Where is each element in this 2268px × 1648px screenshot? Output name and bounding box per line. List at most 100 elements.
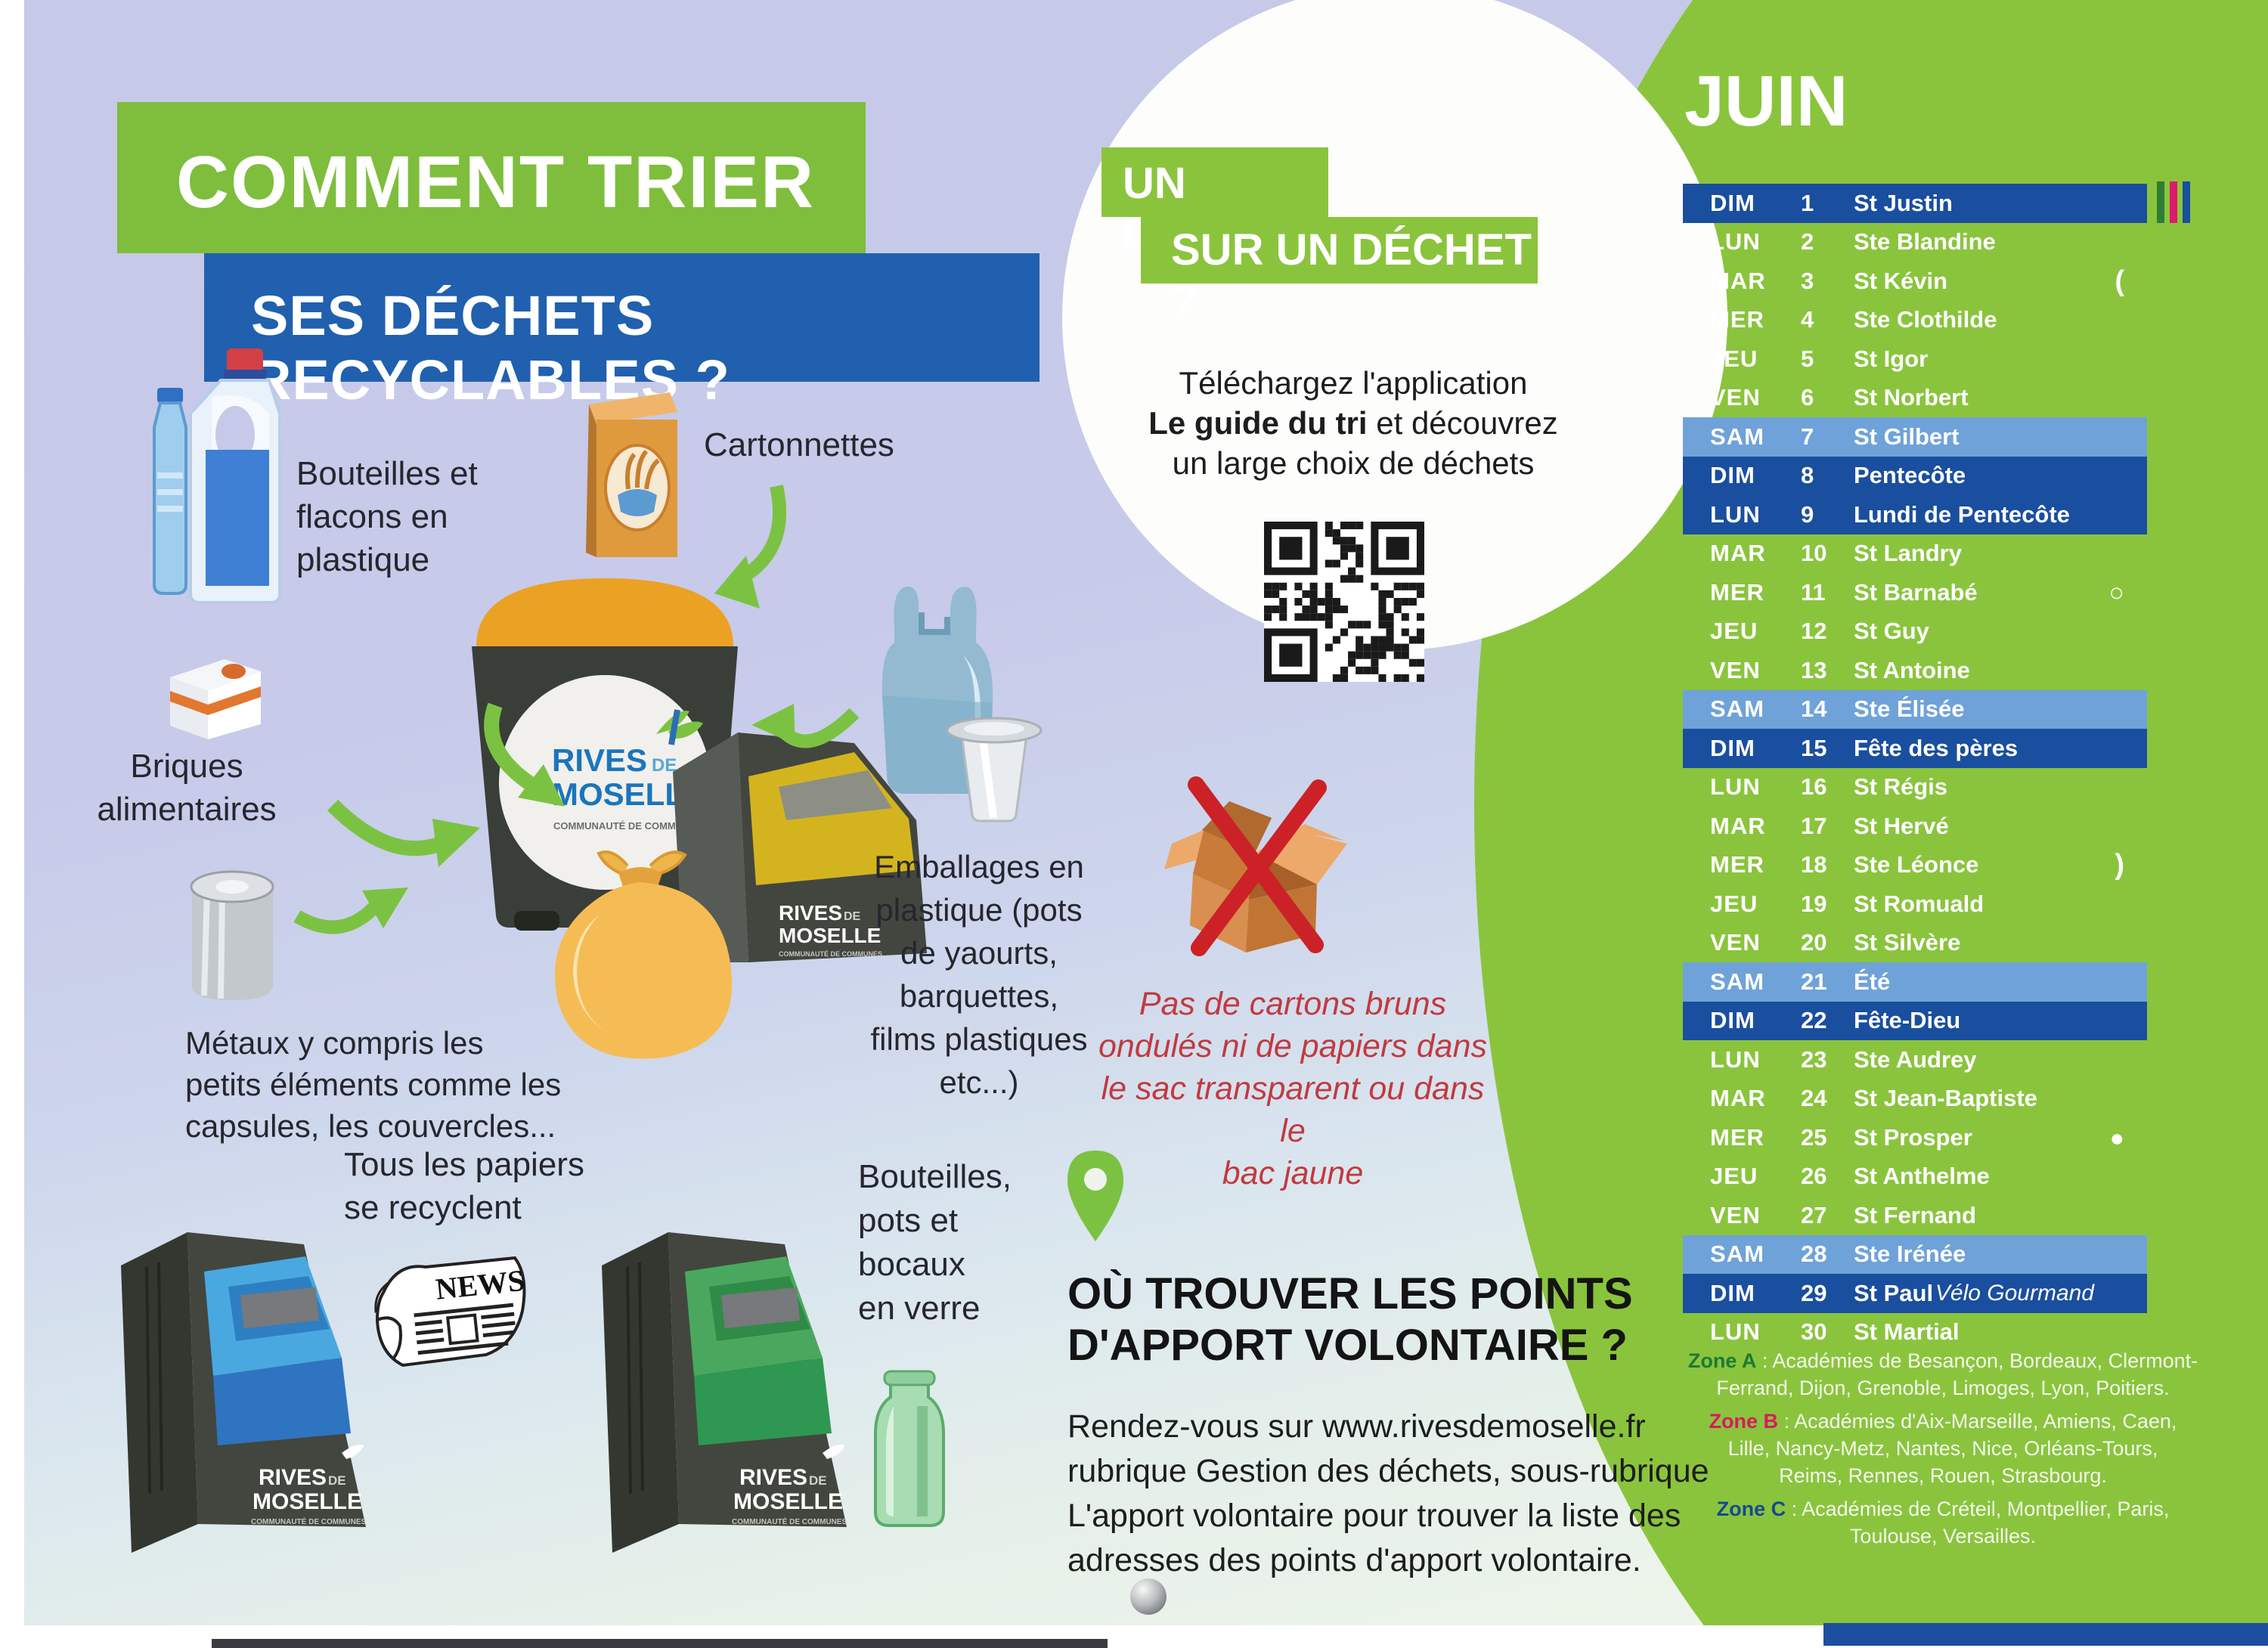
svg-text:DE: DE bbox=[652, 755, 677, 776]
calendar-row: VEN 13 St Antoine bbox=[1683, 651, 2147, 690]
svg-text:RIVES: RIVES bbox=[259, 1465, 327, 1490]
zone-indicator-bars bbox=[2157, 181, 2202, 223]
calendar-day-number: 27 bbox=[1801, 1201, 1827, 1228]
paper-bin-icon: RIVES DE MOSELLE COMMUNAUTÉ DE COMMUNES bbox=[121, 1232, 367, 1553]
svg-text:COMMUNAUTÉ DE COMMUNES: COMMUNAUTÉ DE COMMUNES bbox=[251, 1516, 367, 1526]
calendar-day-number: 3 bbox=[1801, 267, 1814, 294]
calendar-day-of-week: VEN bbox=[1710, 656, 1761, 683]
calendar-day-number: 28 bbox=[1801, 1241, 1827, 1268]
zone-b-entry: Zone B : Académies d'Aix-Marseille, Amie… bbox=[1656, 1408, 2230, 1489]
calendar-day-name: St Igor bbox=[1854, 345, 1929, 372]
calendar-day-name: St Régis bbox=[1854, 773, 1948, 801]
calendar-day-of-week: DIM bbox=[1710, 462, 1755, 489]
calendar-day-number: 22 bbox=[1801, 1007, 1827, 1034]
calendar-day-name: Lundi de Pentecôte bbox=[1854, 500, 2070, 528]
calendar-day-of-week: MAR bbox=[1710, 267, 1766, 294]
calendar-row: DIM 15 Fête des pères bbox=[1683, 729, 2147, 768]
calendar-day-number: 17 bbox=[1801, 812, 1827, 839]
calendar-day-of-week: MAR bbox=[1710, 540, 1766, 567]
calendar-day-of-week: SAM bbox=[1710, 968, 1765, 995]
calendar-day-of-week: LUN bbox=[1710, 1318, 1761, 1346]
label-emballages: Emballages en plastique (pots de yaourts… bbox=[870, 849, 1088, 1100]
calendar-day-of-week: DIM bbox=[1710, 1007, 1755, 1034]
calendar-day-of-week: LUN bbox=[1710, 773, 1761, 801]
moon-phase-icon: ● bbox=[2109, 1123, 2124, 1151]
yellow-bag-icon bbox=[554, 850, 733, 1059]
calendar-day-of-week: LUN bbox=[1710, 228, 1761, 256]
zone-c-label: Zone C bbox=[1716, 1498, 1786, 1520]
calendar-day-number: 16 bbox=[1801, 773, 1827, 801]
calendar-day-number: 1 bbox=[1801, 189, 1814, 216]
milk-carton-icon bbox=[170, 659, 261, 739]
arrow-can-to-bin-icon bbox=[293, 888, 408, 934]
calendar-row: SAM 14 Ste Élisée bbox=[1683, 689, 2147, 729]
zone-b-text: : Académies d'Aix-Marseille, Amiens, Cae… bbox=[1727, 1410, 2177, 1487]
doubt-line2: SUR UN DÉCHET ? bbox=[1171, 225, 1532, 325]
next-page-edge-dark bbox=[212, 1639, 1108, 1648]
calendar-day-note: Vélo Gourmand bbox=[1935, 1280, 2094, 1306]
calendar-day-of-week: MER bbox=[1710, 306, 1765, 333]
label-metaux: Métaux y compris les petits éléments com… bbox=[185, 1025, 562, 1144]
calendar-row: LUN 23 Ste Audrey bbox=[1683, 1040, 2147, 1080]
calendar-row: MER 25 St Prosper ● bbox=[1683, 1118, 2147, 1157]
calendar-row: VEN 20 St Silvère bbox=[1683, 924, 2147, 963]
calendar-row: LUN 30 St Martial bbox=[1683, 1313, 2147, 1352]
calendar-day-name: St Justin bbox=[1854, 189, 1953, 216]
calendar-row: MAR 3 St Kévin ( bbox=[1683, 262, 2147, 301]
zone-a-label: Zone A bbox=[1687, 1349, 1757, 1372]
app-name: Le guide du tri bbox=[1148, 405, 1368, 441]
calendar-row: LUN 2 Ste Blandine bbox=[1683, 223, 2147, 262]
yellow-drop-container-icon: RIVES DE MOSELLE COMMUNAUTÉ DE COMMUNES bbox=[673, 733, 927, 962]
points-body: Rendez-vous sur www.rivesdemoselle.fr ru… bbox=[1067, 1408, 1709, 1578]
calendar-day-number: 11 bbox=[1801, 578, 1826, 606]
calendar-day-name: St Kévin bbox=[1854, 267, 1948, 294]
arrow-bag-to-bin-icon bbox=[751, 704, 860, 748]
calendar-day-number: 12 bbox=[1801, 618, 1827, 645]
calendar-day-name: St Gilbert bbox=[1854, 423, 1960, 450]
title-band-green: COMMENT TRIER bbox=[117, 102, 866, 253]
calendar-day-number: 24 bbox=[1801, 1085, 1827, 1112]
calendar-row: LUN 9 Lundi de Pentecôte bbox=[1683, 495, 2147, 534]
glass-bottle-icon bbox=[874, 1370, 945, 1527]
calendar-day-of-week: MER bbox=[1710, 851, 1765, 878]
calendar-day-of-week: DIM bbox=[1710, 734, 1755, 761]
tin-can-icon bbox=[190, 870, 274, 1000]
svg-text:DE: DE bbox=[844, 910, 861, 923]
arrow-bottles-to-bin-icon bbox=[484, 702, 565, 807]
app-text-suffix: et découvrez un large choix de déchets bbox=[1172, 405, 1558, 481]
calendar-day-name: St Antoine bbox=[1854, 656, 1970, 683]
calendar-day-name: St Norbert bbox=[1854, 384, 1969, 411]
calendar-day-name: Ste Audrey bbox=[1854, 1045, 1977, 1073]
app-download-text: Téléchargez l'application Le guide du tr… bbox=[1134, 363, 1572, 483]
calendar-day-number: 20 bbox=[1801, 929, 1827, 956]
calendar-day-name: Ste Clothilde bbox=[1854, 306, 1997, 333]
calendar-day-number: 18 bbox=[1801, 851, 1827, 878]
calendar-row: SAM 28 Ste Irénée bbox=[1683, 1234, 2147, 1274]
calendar-day-of-week: SAM bbox=[1710, 423, 1765, 450]
svg-text:MOSELLE: MOSELLE bbox=[733, 1489, 843, 1514]
zone-bar bbox=[2183, 181, 2190, 223]
svg-text:RIVES: RIVES bbox=[552, 742, 647, 778]
app-text-prefix: Téléchargez l'application bbox=[1179, 365, 1528, 401]
calendar-day-of-week: MER bbox=[1710, 578, 1765, 606]
moon-phase-icon: ( bbox=[2115, 265, 2124, 297]
calendar-day-number: 2 bbox=[1801, 228, 1814, 256]
label-plastic-bottles: Bouteilles et flacons en plastique bbox=[296, 455, 478, 578]
calendar-row: VEN 6 St Norbert bbox=[1683, 379, 2147, 418]
arrow-cereal-to-bin-icon bbox=[714, 485, 787, 609]
calendar-day-number: 26 bbox=[1801, 1163, 1827, 1190]
calendar-day-name: St Landry bbox=[1854, 540, 1962, 567]
calendar-day-number: 14 bbox=[1801, 695, 1827, 723]
label-verre: Bouteilles, pots et bocaux en verre bbox=[858, 1158, 1012, 1327]
calendar-day-of-week: JEU bbox=[1710, 345, 1758, 372]
svg-text:COMMUNAUTÉ DE COMMUNES: COMMUNAUTÉ DE COMMUNES bbox=[779, 950, 882, 958]
calendar-row: JEU 26 St Anthelme bbox=[1683, 1157, 2147, 1197]
calendar-day-name: St Martial bbox=[1854, 1318, 1960, 1346]
doubt-band-1: UN DOUTE bbox=[1101, 147, 1328, 259]
zone-a-text: : Académies de Besançon, Bordeaux, Clerm… bbox=[1716, 1349, 2198, 1399]
label-cartonnettes: Cartonnettes bbox=[704, 426, 894, 463]
calendar-day-number: 4 bbox=[1801, 306, 1814, 333]
calendar-day-name: St Jean-Baptiste bbox=[1854, 1085, 2037, 1112]
calendar-month-title: JUIN bbox=[1684, 61, 1848, 141]
